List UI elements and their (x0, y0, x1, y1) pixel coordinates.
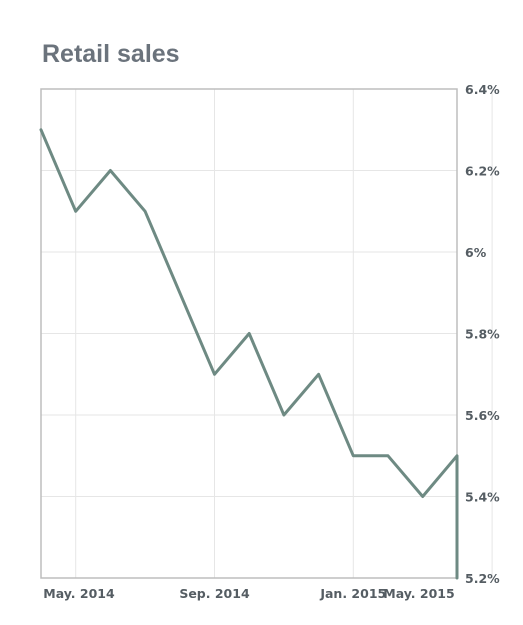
plot-border (40, 88, 458, 579)
y-tick-label: 6% (465, 245, 487, 260)
chart-title: Retail sales (42, 40, 180, 68)
y-tick-label: 5.2% (465, 571, 500, 586)
y-tick-label: 5.6% (465, 408, 500, 423)
x-tick-label: May. 2015 (383, 586, 454, 601)
y-tick-label: 6.2% (465, 164, 500, 179)
x-tick-label: Sep. 2014 (179, 586, 250, 601)
y-tick-label: 6.4% (465, 82, 500, 97)
x-tick-label: Jan. 2015 (319, 586, 386, 601)
y-tick-label: 5.4% (465, 490, 500, 505)
series-line (39, 128, 459, 580)
x-tick-label: May. 2014 (43, 586, 115, 601)
y-tick-label: 5.8% (465, 327, 500, 342)
grid-lines (41, 88, 493, 579)
y-tick-labels: 6.4% 6.2% 6% 5.8% 5.6% 5.4% 5.2% (465, 82, 500, 586)
